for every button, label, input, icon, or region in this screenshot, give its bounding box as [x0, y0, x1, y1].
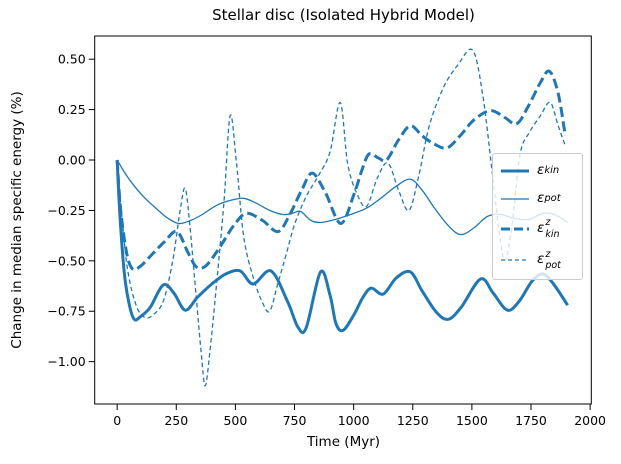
legend-line-thick-dashed — [501, 227, 529, 231]
y-tick-label: 0.25 — [58, 102, 86, 117]
y-tick-label: 0.50 — [58, 52, 86, 67]
series-eps_pot — [116, 159, 569, 236]
legend-line-thick-solid — [501, 169, 529, 173]
x-tick-label: 250 — [164, 413, 188, 428]
x-tick-label: 2000 — [574, 413, 606, 428]
x-tick-label: 1500 — [456, 413, 488, 428]
series-eps_kin — [115, 159, 569, 335]
legend-label: ε pot — [537, 190, 561, 207]
legend-line-thin-dashed — [501, 259, 529, 261]
y-tick-label: −1.00 — [47, 354, 85, 369]
y-tick-label: −0.75 — [47, 304, 85, 319]
x-tick-label: 1000 — [338, 413, 370, 428]
y-tick-label: −0.25 — [47, 203, 85, 218]
chart-title: Stellar disc (Isolated Hybrid Model) — [212, 6, 475, 24]
y-tick-label: −0.50 — [47, 253, 85, 268]
legend-label: ε z pot — [537, 248, 561, 272]
legend-line-thin-solid — [501, 198, 529, 200]
legend-entry-eps-z-kin: ε z kin — [500, 217, 576, 240]
x-axis-label: Time (Myr) — [306, 434, 381, 450]
legend-entry-eps-kin: ε kin — [500, 164, 576, 178]
x-tick-label: 1750 — [515, 413, 547, 428]
x-tick-label: 750 — [283, 413, 307, 428]
y-tick-label: 0.00 — [58, 153, 86, 168]
legend-label: ε z kin — [537, 217, 560, 240]
series-eps_z_pot — [116, 48, 566, 387]
y-axis-label: Change in median specific energy (%) — [9, 91, 25, 349]
legend-entry-eps-pot: ε pot — [500, 192, 576, 206]
x-tick-label: 1250 — [397, 413, 429, 428]
legend-entry-eps-z-pot: ε z pot — [500, 248, 576, 272]
legend-label: ε kin — [537, 162, 560, 179]
x-tick-label: 0 — [113, 413, 121, 428]
legend: ε kin ε pot ε z kin ε z pot — [492, 153, 583, 280]
plot-border — [94, 35, 592, 405]
series-eps_z_kin — [115, 69, 567, 272]
x-tick-label: 500 — [223, 413, 247, 428]
